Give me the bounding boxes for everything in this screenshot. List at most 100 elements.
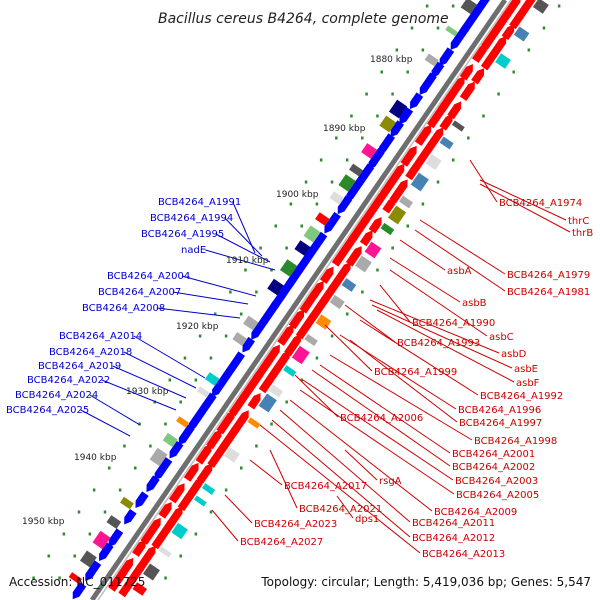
- gene-block: [439, 136, 454, 150]
- gene-block: [132, 582, 148, 596]
- position-tick: [406, 70, 409, 74]
- plus-strand-leader-line: [80, 409, 131, 437]
- plus-strand-gene-arrow: [355, 163, 375, 188]
- minus-strand-gene-label: asbD: [501, 349, 527, 360]
- position-tick: [361, 290, 364, 294]
- plus-strand-gene-arrow: [242, 336, 255, 353]
- plus-strand-gene-arrow: [298, 245, 318, 272]
- minus-strand-leader-line: [479, 183, 571, 233]
- minus-strand-gene-arrow: [288, 309, 305, 330]
- minus-strand-gene-label: BCB4264_A1979: [507, 270, 590, 281]
- minus-strand-leader-line: [289, 399, 433, 512]
- minus-strand-leader-line: [376, 309, 515, 383]
- gene-block: [451, 120, 465, 132]
- gene-block: [120, 496, 134, 510]
- position-marker-label: 1890 kbp: [323, 124, 366, 134]
- gene-block: [338, 174, 356, 192]
- plus-strand-leader-line: [215, 233, 271, 263]
- minus-strand-leader-line: [249, 459, 283, 486]
- plus-strand-gene-arrow: [324, 211, 341, 234]
- gene-block: [315, 212, 330, 226]
- position-tick: [436, 26, 440, 30]
- plus-strand-leader-line: [181, 275, 257, 297]
- position-marker-label: 1900 kbp: [276, 190, 319, 200]
- minus-strand-gene-label: BCB4264_A2013: [422, 549, 505, 560]
- minus-strand-leader-line: [302, 379, 454, 481]
- minus-strand-gene-arrow: [359, 230, 373, 247]
- gene-block: [425, 153, 442, 171]
- minus-strand-leader-line: [414, 229, 506, 292]
- position-tick: [168, 378, 172, 382]
- gene-block: [291, 345, 310, 365]
- plus-strand-gene-label: BCB4264_A1994: [150, 213, 233, 224]
- position-tick: [134, 466, 137, 470]
- position-tick: [88, 532, 92, 536]
- gene-block: [513, 26, 530, 42]
- gene-block: [193, 495, 207, 507]
- plus-strand-gene-arrow: [154, 457, 173, 481]
- position-tick: [512, 70, 515, 74]
- minus-strand-gene-arrow: [459, 81, 475, 101]
- minus-strand-gene-arrow: [108, 566, 127, 592]
- position-tick: [319, 158, 323, 162]
- plus-strand-gene-arrow: [251, 317, 269, 340]
- position-tick: [395, 48, 399, 52]
- minus-strand-leader-line: [379, 284, 411, 323]
- plus-strand-gene-arrow: [85, 560, 102, 582]
- position-tick: [259, 246, 262, 250]
- gene-block: [92, 530, 111, 550]
- genome-backbone-inner-line: [97, 0, 512, 600]
- position-tick: [289, 202, 293, 206]
- minus-strand-gene-label: BCB4264_A1974: [499, 198, 582, 209]
- plus-strand-gene-arrow: [439, 47, 455, 67]
- minus-strand-gene-arrow: [177, 493, 192, 512]
- plus-strand-gene-label: BCB4264_A2014: [59, 331, 142, 342]
- gene-block: [158, 546, 172, 558]
- minus-strand-leader-line: [336, 495, 354, 519]
- minus-strand-leader-line: [269, 449, 298, 509]
- minus-strand-gene-arrow: [216, 410, 235, 435]
- minus-strand-gene-arrow: [509, 11, 524, 30]
- minus-strand-gene-arrow: [247, 393, 261, 410]
- minus-strand-gene-label: BCB4264_A1993: [397, 338, 480, 349]
- minus-strand-gene-arrow: [471, 68, 485, 85]
- position-tick: [224, 334, 228, 338]
- plus-strand-gene-arrow: [450, 25, 470, 50]
- position-tick: [229, 290, 232, 294]
- gene-block: [268, 384, 284, 398]
- gene-block: [349, 163, 364, 177]
- minus-strand-leader-line: [211, 509, 239, 542]
- plus-strand-gene-label: BCB4264_A2004: [107, 271, 190, 282]
- minus-strand-leader-line: [344, 304, 396, 343]
- plus-strand-gene-label: BCB4264_A2022: [27, 375, 110, 386]
- minus-strand-gene-label: BCB4264_A1999: [374, 367, 457, 378]
- gene-block: [410, 172, 429, 192]
- gene-block: [303, 225, 321, 243]
- position-tick: [118, 488, 122, 492]
- minus-strand-gene-arrow: [258, 369, 277, 394]
- position-tick: [300, 224, 304, 228]
- minus-strand-leader-line: [399, 239, 446, 271]
- minus-strand-leader-line: [311, 369, 451, 467]
- minus-strand-leader-line: [371, 304, 513, 369]
- minus-strand-gene-arrow: [447, 101, 462, 120]
- minus-strand-gene-arrow: [405, 160, 421, 181]
- position-tick: [209, 356, 213, 360]
- position-tick: [304, 180, 308, 184]
- plus-strand-gene-arrow: [169, 440, 184, 459]
- gene-block: [341, 278, 357, 292]
- plus-strand-gene-arrow: [72, 582, 87, 600]
- position-tick: [300, 378, 304, 382]
- position-tick: [92, 488, 96, 492]
- position-tick: [198, 334, 202, 338]
- minus-strand-gene-label: BCB4264_A2027: [240, 537, 323, 548]
- minus-strand-gene-arrow: [427, 100, 448, 129]
- plus-strand-gene-arrow: [368, 147, 385, 170]
- minus-strand-leader-line: [279, 409, 411, 523]
- minus-strand-gene-label: BCB4264_A2017: [284, 481, 367, 492]
- plus-strand-gene-arrow: [260, 301, 280, 327]
- position-tick: [240, 466, 243, 470]
- minus-strand-gene-arrow: [299, 289, 319, 314]
- position-tick: [239, 312, 243, 316]
- position-tick: [391, 246, 394, 250]
